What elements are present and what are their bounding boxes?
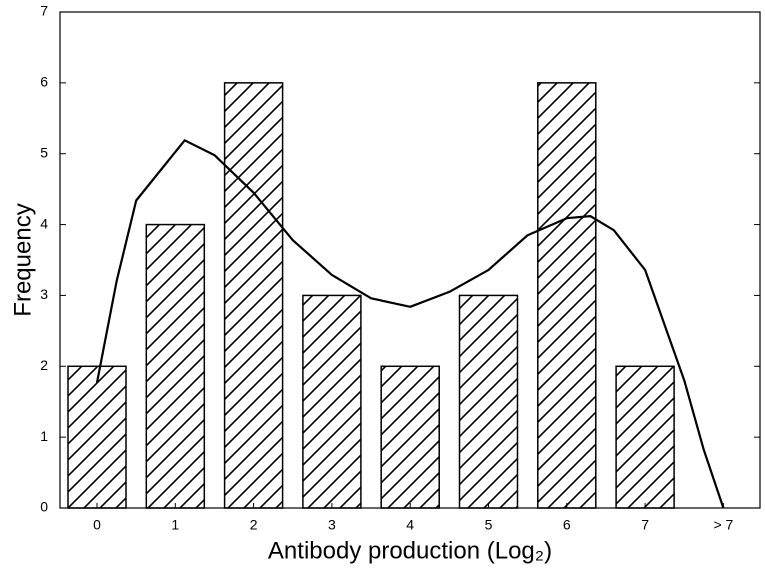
x-tick-label: 3 — [328, 517, 336, 533]
y-tick-label: 0 — [40, 499, 48, 515]
x-tick-label: 1 — [171, 517, 179, 533]
y-tick-label: 2 — [40, 357, 48, 373]
x-tick-label: 7 — [641, 517, 649, 533]
bar — [615, 365, 675, 509]
y-tick-label: 6 — [40, 74, 48, 90]
bar — [458, 294, 519, 509]
y-tick-label: 7 — [40, 3, 48, 19]
bar — [145, 223, 206, 509]
x-tick-label: > 7 — [713, 517, 733, 533]
bar — [67, 365, 127, 509]
plot-frame — [59, 11, 761, 509]
bar — [302, 294, 362, 509]
y-tick-label: 5 — [40, 144, 48, 160]
y-tick-label: 1 — [40, 428, 48, 444]
y-tick-label: 3 — [40, 286, 48, 302]
x-tick-label: 0 — [93, 517, 101, 533]
y-tick-label: 4 — [40, 215, 48, 231]
bar — [223, 82, 284, 509]
x-tick-label: 5 — [485, 517, 493, 533]
curve — [95, 139, 725, 509]
y-axis-label: Frequency — [9, 203, 36, 316]
bar — [380, 365, 440, 509]
bar — [537, 82, 597, 509]
x-tick-label: 6 — [563, 517, 571, 533]
x-tick-label: 2 — [250, 517, 258, 533]
x-tick-label: 4 — [406, 517, 414, 533]
x-axis-label: Antibody production (Log₂) — [268, 537, 552, 564]
